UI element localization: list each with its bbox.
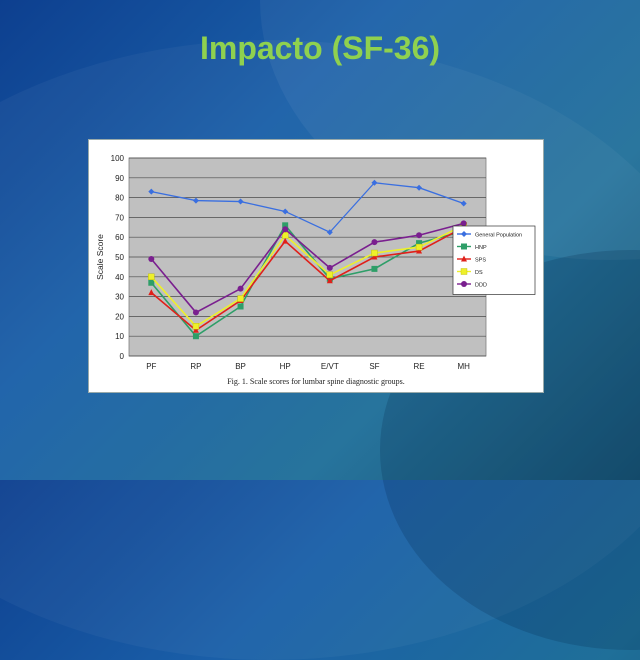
y-tick-label: 40 — [115, 273, 124, 282]
legend-swatch-marker — [461, 281, 467, 287]
series-point-2 — [148, 289, 155, 296]
series-point-2 — [326, 277, 333, 284]
series-point-3 — [326, 271, 334, 279]
series-point-3 — [237, 295, 244, 302]
y-tick-label: 60 — [115, 233, 124, 242]
legend-label: DDD — [475, 283, 487, 289]
series-point-4 — [192, 309, 199, 316]
y-tick-label: 10 — [115, 332, 124, 341]
series-line-4 — [150, 222, 464, 314]
x-tick-label: E/VT — [321, 362, 339, 371]
series-point-2 — [192, 326, 199, 333]
series-point-2 — [371, 253, 378, 260]
series-point-3 — [148, 273, 155, 281]
series-point-0 — [371, 179, 378, 186]
series-point-1 — [148, 279, 155, 286]
series-line-3 — [150, 224, 465, 328]
legend-label: SPS — [475, 258, 486, 264]
legend-swatch-marker — [461, 255, 467, 262]
x-tick-label: HP — [280, 362, 291, 371]
series-point-0 — [148, 188, 155, 195]
series-point-1 — [237, 303, 244, 310]
line-chart: 0 10 20 30 40 50 60 70 80 90 100 PF RP BP HP E/VT SF RE MH… — [95, 154, 536, 371]
legend-swatch-marker — [461, 231, 467, 237]
x-tick-label: PF — [146, 362, 156, 371]
series-point-4 — [416, 232, 423, 239]
series-line-2 — [150, 226, 465, 332]
y-tick-label: 50 — [115, 253, 124, 262]
series-point-0 — [282, 208, 289, 215]
series-point-3 — [192, 323, 200, 330]
series-point-1 — [371, 265, 378, 272]
series-point-4 — [237, 285, 244, 292]
legend-swatch-marker — [461, 243, 467, 250]
x-tick-label: RE — [414, 362, 425, 371]
legend-swatch-marker — [460, 268, 468, 275]
x-tick-label: MH — [457, 362, 470, 371]
series-point-0 — [237, 198, 244, 205]
y-tick-label: 20 — [115, 312, 124, 321]
series-point-1 — [192, 333, 199, 340]
y-tick-label: 100 — [111, 154, 125, 163]
x-tick-label: SF — [369, 362, 379, 371]
slide-title: Impacto (SF-36) — [199, 30, 441, 66]
series-point-2 — [282, 237, 289, 244]
series-line-0 — [151, 182, 464, 234]
y-tick-label: 80 — [115, 194, 124, 203]
series-point-4 — [282, 226, 289, 233]
legend-label: General Population — [475, 233, 522, 239]
y-tick-label: 0 — [120, 352, 125, 361]
y-axis-label: Scale Score — [95, 234, 105, 280]
x-tick-label: BP — [235, 362, 246, 371]
series-point-4 — [326, 264, 333, 271]
x-tick-label: RP — [190, 362, 201, 371]
series-point-0 — [416, 184, 423, 191]
series-point-3 — [415, 243, 423, 251]
y-tick-label: 30 — [115, 293, 124, 302]
series-point-4 — [148, 255, 155, 262]
series-point-0 — [326, 229, 333, 236]
series-point-0 — [192, 197, 199, 204]
chart-figure: 0 10 20 30 40 50 60 70 80 90 100 PF RP BP HP E/VT SF RE MH… — [88, 139, 544, 393]
legend-label: HNP — [475, 245, 487, 251]
series-point-2 — [416, 247, 423, 254]
series-point-1 — [416, 240, 423, 247]
figure-caption: Fig. 1. Scale scores for lumbar spine di… — [227, 377, 405, 386]
series-point-4 — [460, 220, 467, 227]
y-tick-label: 70 — [115, 213, 124, 222]
series-point-1 — [282, 222, 289, 229]
legend-label: DS — [475, 270, 483, 276]
series-point-0 — [460, 200, 467, 207]
series-point-3 — [371, 249, 378, 257]
y-tick-label: 90 — [115, 174, 124, 183]
series-point-4 — [371, 239, 378, 246]
